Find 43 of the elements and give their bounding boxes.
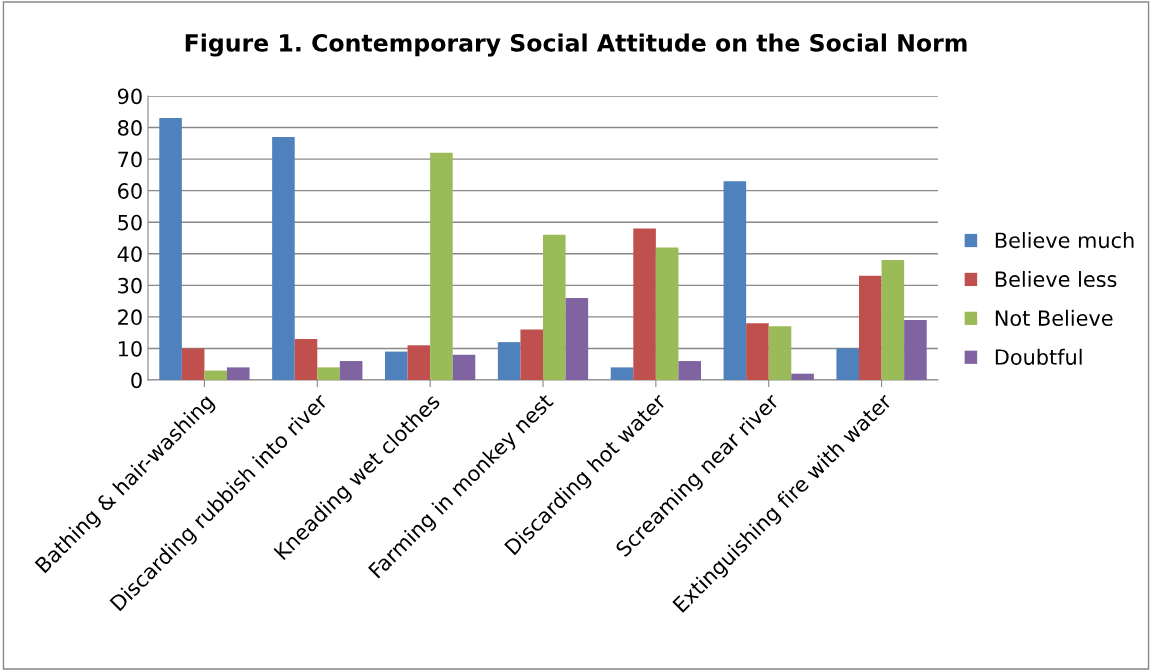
- bar: [655, 247, 679, 380]
- y-tick-label: 90: [117, 88, 142, 105]
- bar: [859, 275, 882, 380]
- bar: [204, 370, 227, 380]
- bar: [881, 260, 905, 380]
- y-tick-label: 80: [118, 120, 142, 136]
- bar: [723, 181, 747, 380]
- legend-label: Believe much: [995, 232, 1134, 249]
- legend-label: Believe less: [995, 270, 1117, 288]
- bar: [746, 323, 769, 380]
- bar: [159, 118, 182, 380]
- bar: [452, 354, 476, 380]
- bar: [543, 234, 566, 380]
- bar: [678, 361, 701, 380]
- bar: [610, 367, 634, 380]
- bar: [294, 338, 318, 380]
- y-tick-label: 10: [118, 340, 142, 357]
- bar: [904, 320, 927, 380]
- bar: [385, 351, 408, 380]
- bar: [768, 326, 792, 380]
- bar: [430, 152, 453, 380]
- bar: [633, 228, 656, 380]
- y-tick-label: 50: [118, 214, 142, 231]
- chart-title: Figure 1. Contemporary Social Attitude on the Social Norm: [185, 33, 967, 57]
- legend-label: Doubtful: [995, 348, 1082, 365]
- bar: [791, 373, 814, 380]
- y-tick-label: 70: [118, 151, 142, 168]
- bar: [317, 367, 340, 380]
- legend-label: Not Believe: [995, 309, 1113, 326]
- bar: [565, 297, 589, 380]
- bar: [272, 137, 295, 380]
- y-tick-label: 30: [118, 277, 142, 294]
- y-tick-label: 0: [131, 372, 142, 389]
- bar: [407, 345, 431, 380]
- bar: [520, 329, 543, 380]
- bar: [497, 342, 521, 380]
- bar: [339, 361, 363, 380]
- y-tick-label: 60: [118, 183, 142, 199]
- bar: [836, 348, 859, 380]
- y-tick-label: 20: [118, 309, 142, 326]
- bar: [227, 367, 250, 380]
- y-tick-label: 40: [117, 246, 142, 262]
- bar: [181, 348, 205, 380]
